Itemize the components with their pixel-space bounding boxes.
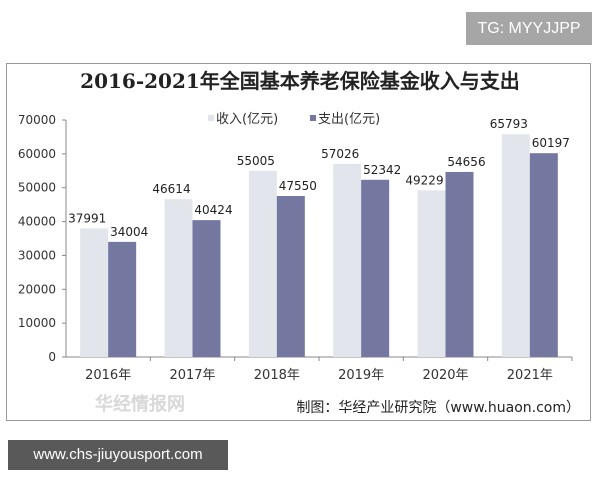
y-tick-label: 10000	[18, 316, 56, 330]
footer-url: www.chs-jiuyousport.com	[8, 440, 228, 470]
x-tick-label: 2018年	[254, 368, 300, 383]
legend-swatch-income	[208, 115, 214, 121]
legend: 收入(亿元) 支出(亿元)	[208, 112, 380, 127]
bar-expense	[361, 179, 390, 357]
bar-income	[333, 163, 362, 357]
bar-income	[164, 199, 193, 357]
logo-watermark: 华经情报网	[95, 393, 185, 415]
x-tick-label: 2021年	[507, 368, 553, 383]
bar-expense	[529, 153, 558, 357]
legend-expense: 支出(亿元)	[318, 112, 380, 127]
chart-title: 2016-2021年全国基本养老保险基金收入与支出	[80, 69, 520, 93]
data-label: 65793	[490, 117, 528, 131]
bar-income	[417, 190, 446, 357]
data-label: 60197	[532, 136, 570, 150]
bar-expense	[445, 171, 474, 357]
x-tick-label: 2017年	[169, 368, 215, 383]
y-tick-label: 70000	[18, 113, 56, 127]
bar-income	[501, 134, 530, 357]
y-tick-label: 20000	[18, 282, 56, 296]
source-note: 制图：华经产业研究院（www.huaon.com）	[296, 400, 580, 416]
bar-expense	[108, 241, 137, 357]
bar-expense	[192, 220, 221, 357]
y-tick-label: 30000	[18, 248, 56, 262]
bar-income	[248, 170, 277, 357]
y-tick-label: 60000	[18, 147, 56, 161]
y-tick-label: 40000	[18, 215, 56, 229]
x-tick-label: 2016年	[85, 368, 131, 383]
data-label: 55005	[237, 154, 275, 168]
data-label: 47550	[279, 179, 317, 193]
data-label: 46614	[152, 182, 190, 196]
watermark-label: TG: MYYJJPP	[466, 12, 592, 45]
data-label: 49229	[405, 173, 443, 187]
legend-swatch-expense	[310, 115, 316, 121]
bar-expense	[276, 196, 305, 357]
data-label: 34004	[110, 225, 148, 239]
bar-income	[80, 228, 109, 357]
data-label: 52342	[363, 163, 401, 177]
data-label: 57026	[321, 147, 359, 161]
y-tick-label: 0	[48, 350, 56, 364]
chart-frame	[6, 63, 591, 421]
data-label: 54656	[447, 155, 485, 169]
data-label: 37991	[68, 211, 106, 225]
y-tick-label: 50000	[18, 181, 56, 195]
x-tick-label: 2019年	[338, 368, 384, 383]
legend-income: 收入(亿元)	[216, 112, 278, 127]
data-label: 40424	[194, 203, 232, 217]
x-tick-label: 2020年	[422, 368, 468, 383]
bar-chart: 2016-2021年全国基本养老保险基金收入与支出 收入(亿元) 支出(亿元) …	[18, 69, 580, 416]
